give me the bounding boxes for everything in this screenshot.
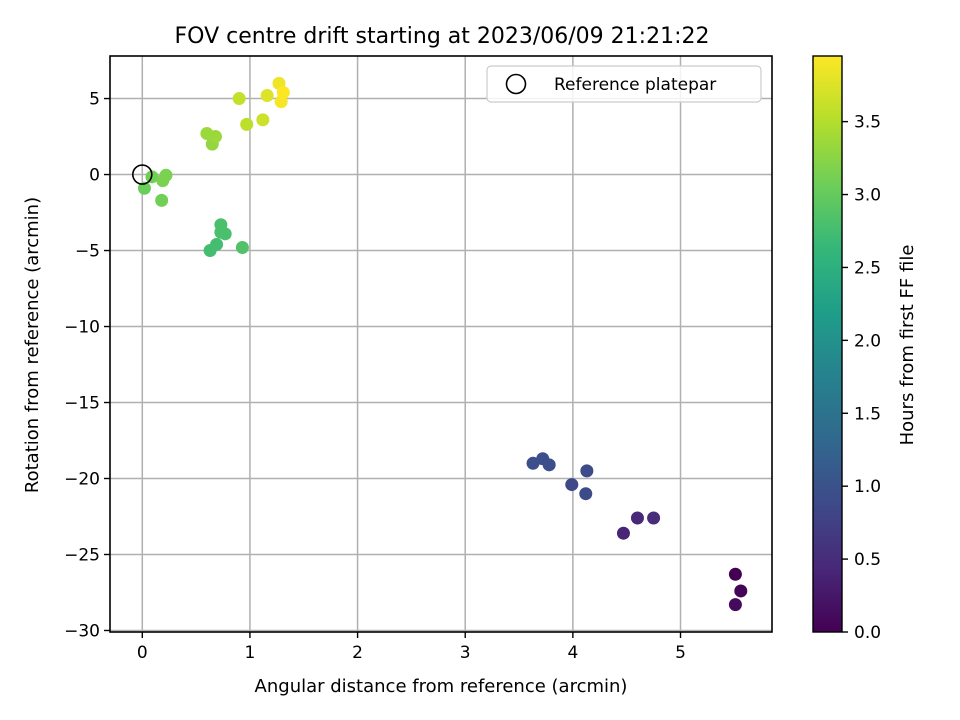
colorbar-tick-label: 2.0 (854, 331, 881, 351)
x-tick-label: 3 (460, 643, 471, 663)
y-tick-label: −20 (64, 470, 100, 490)
colorbar-tick-label: 0.5 (854, 550, 881, 570)
colorbar-tick-label: 3.0 (854, 186, 881, 206)
data-point (276, 85, 290, 99)
colorbar-tick-label: 3.5 (854, 113, 881, 133)
reference-marker (131, 164, 153, 185)
x-tick-label: 0 (137, 643, 148, 663)
legend: Reference platepar (486, 65, 762, 103)
data-point (630, 511, 644, 525)
data-point (565, 478, 579, 492)
colorbar-tick-label: 2.5 (854, 258, 881, 278)
legend-marker (505, 73, 527, 95)
x-tick-label: 4 (567, 643, 578, 663)
y-tick-label: 0 (89, 166, 100, 186)
data-point (210, 237, 224, 251)
x-axis-label: Angular distance from reference (arcmin) (255, 676, 628, 697)
data-point (542, 458, 556, 472)
data-point (208, 130, 222, 144)
y-tick-label: 5 (89, 90, 100, 110)
chart-title: FOV centre drift starting at 2023/06/09 … (175, 24, 710, 49)
y-tick-label: −25 (64, 545, 100, 565)
data-point (734, 584, 748, 598)
plot-area: 0 1 2 3 4 5 −30 −25 −20 −15 −10 −5 0 5 (64, 55, 773, 663)
colorbar: 0.0 0.5 1.0 1.5 2.0 2.5 3.0 3.5 (812, 55, 881, 643)
data-point (728, 567, 742, 581)
data-point (155, 193, 169, 207)
colorbar-gradient (812, 55, 843, 633)
data-point (526, 456, 540, 470)
data-point (260, 89, 274, 103)
colorbar-tick-label: 1.0 (854, 477, 881, 497)
y-axis-label: Rotation from reference (arcmin) (22, 197, 43, 493)
data-point (256, 113, 270, 127)
colorbar-tick-label: 1.5 (854, 404, 881, 424)
data-point (580, 464, 594, 478)
y-tick-label: −15 (64, 394, 100, 414)
legend-box (486, 65, 762, 103)
data-point (137, 181, 151, 195)
data-point (579, 487, 593, 501)
colorbar-label: Hours from first FF file (897, 245, 918, 446)
axes-frame (109, 55, 773, 633)
x-tick-label: 1 (245, 643, 256, 663)
data-point (218, 227, 232, 241)
x-tick-label: 5 (675, 643, 686, 663)
data-point (159, 168, 173, 182)
data-point (240, 117, 254, 131)
y-tick-label: −30 (64, 621, 100, 641)
data-point (235, 240, 249, 254)
data-point (616, 526, 630, 540)
x-tick-label: 2 (352, 643, 363, 663)
y-tick-label: −5 (75, 242, 100, 262)
data-point (647, 511, 661, 525)
colorbar-tick-label: 0.0 (854, 623, 881, 643)
y-tick-label: −10 (64, 318, 100, 338)
legend-label: Reference platepar (554, 75, 716, 95)
data-point (232, 92, 246, 106)
data-point (728, 598, 742, 612)
